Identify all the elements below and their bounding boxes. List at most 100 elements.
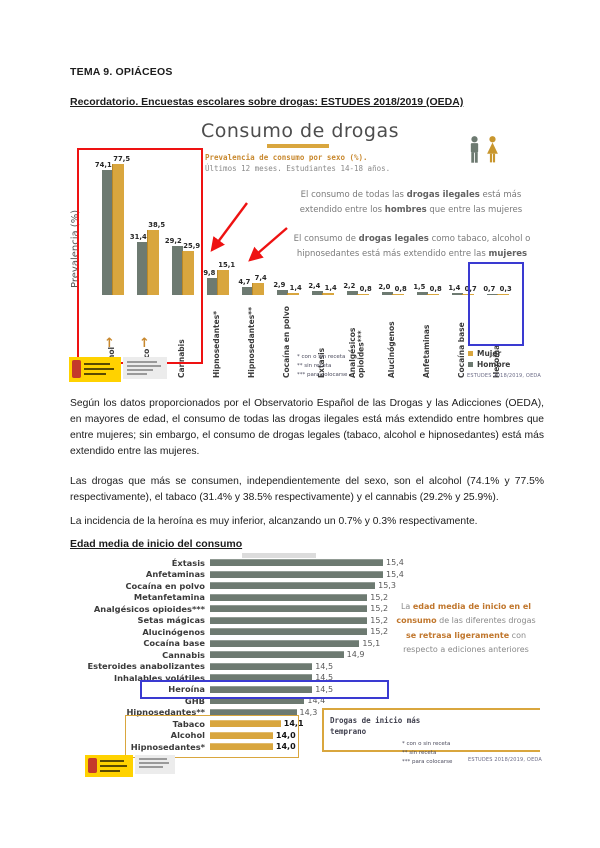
- bar-group-tabaco: 31,4 38,5: [130, 160, 165, 295]
- row-setas-magicas: Setas mágicas 15,2: [70, 615, 410, 627]
- bar-value-analgesicos-opioides-mujer: 0,8: [359, 284, 372, 293]
- annotation-drogas-legales: El consumo de drogas legales como tabaco…: [293, 234, 531, 259]
- bar-value-tabaco-hombre: 31,4: [129, 233, 147, 242]
- row-value-analgesicos-opioides: 15,2: [370, 604, 389, 614]
- bar-hipnosedantes-hombre: 4,7: [238, 278, 253, 295]
- bar-anfetaminas-mujer: 0,8: [426, 285, 442, 295]
- legend-item-hombre: Hombre: [468, 360, 510, 369]
- category-label-alucinogenos: Alucinógenos: [387, 321, 397, 378]
- up-arrow-alcohol: ↑: [104, 336, 115, 351]
- row-label-extasis: Éxtasis: [171, 557, 205, 568]
- bar-setas-magicas: [210, 616, 368, 624]
- row-value-alucinogenos: 15,2: [370, 627, 389, 637]
- row-label-hipnosedantes: Hipnosedantes*: [130, 741, 205, 752]
- row-value-alcohol: 14,0: [275, 730, 296, 740]
- row-label-metanfetamina: Metanfetamina: [133, 592, 205, 603]
- row-analgesicos-opioides: Analgésicos opioides*** 15,2: [70, 603, 410, 615]
- row-value-esteroides-anabolizantes: 14,5: [315, 661, 334, 671]
- bar-group-cocaina-en-polvo: 2,9 1,4: [270, 160, 305, 295]
- bar-alcohol: [210, 731, 273, 739]
- bar-value-cocaina-en-polvo-hombre: 2,9: [273, 281, 286, 290]
- legend-swatch-mujer: [468, 351, 473, 356]
- female-icon: [487, 136, 498, 163]
- row-label-setas-magicas: Setas mágicas: [137, 615, 205, 626]
- row-heroina: Heroína 14,5: [70, 684, 410, 696]
- bar-group-alcohol: 74,1 77,5: [94, 155, 130, 295]
- coat-of-arms-icon: [88, 758, 97, 773]
- bar-value-cannabis-mujer: 25,9: [183, 242, 201, 251]
- row-label-hipnosedantes: Hipnosedantes**: [126, 707, 205, 718]
- row-value-tabaco: 14,1: [283, 719, 304, 729]
- row-cocaina-base: Cocaína base 15,1: [70, 638, 410, 650]
- bar-group-hipnosedantes: 9,8 15,1: [200, 160, 235, 295]
- footnote-line: *** para colocarse: [402, 758, 453, 765]
- bar-alcohol-mujer: 77,5: [111, 155, 130, 295]
- row-value-ghb: 14,4: [307, 696, 326, 706]
- bar-hipnosedantes-mujer: 15,1: [216, 261, 235, 295]
- row-label-esteroides-anabolizantes: Esteroides anabolizantes: [87, 661, 205, 672]
- bar-group-analgesicos-opioides: 2,2 0,8: [340, 160, 375, 295]
- bar-tabaco-mujer: 38,5: [146, 221, 165, 295]
- coat-of-arms-icon: [72, 360, 81, 378]
- footnote-line: * con o sin receta: [402, 741, 451, 747]
- paragraph-heroina-incidence: La incidencia de la heroína es muy infer…: [70, 516, 478, 527]
- bar-value-anfetaminas-mujer: 0,8: [429, 284, 442, 293]
- bar-value-alcohol-mujer: 77,5: [113, 155, 131, 164]
- bar-extasis-hombre: 2,4: [308, 282, 323, 295]
- gobierno-de-espana-logo: [85, 755, 175, 777]
- bar-hipnosedantes: [210, 708, 297, 716]
- row-label-inhalables-volatiles: Inhalables volátiles: [114, 672, 205, 683]
- footnote-line: ** sin receta: [297, 362, 332, 369]
- row-label-cocaina-en-polvo: Cocaína en polvo: [125, 580, 205, 591]
- blue-highlight-box-heroina: [468, 262, 524, 346]
- bar-alucinogenos: [210, 628, 368, 636]
- legend-swatch-hombre: [468, 362, 473, 367]
- row-label-ghb: GHB: [184, 695, 205, 706]
- category-label-anfetaminas: Anfetaminas: [422, 324, 432, 378]
- male-icon: [470, 136, 479, 163]
- bar-cocaina-en-polvo-hombre: 2,9: [273, 281, 288, 295]
- title-underline-bar: [267, 144, 329, 148]
- row-value-heroina: 14,5: [315, 684, 334, 694]
- bar-hipnosedantes-mujer: 7,4: [251, 274, 267, 295]
- bar-heroina-hombre: 0,7: [483, 285, 498, 295]
- chart1-subtitle: Últimos 12 meses. Estudiantes 14-18 años…: [205, 164, 391, 173]
- bar-hipnosedantes-hombre: 9,8: [203, 269, 218, 295]
- bar-esteroides-anabolizantes: [210, 662, 313, 670]
- bar-anfetaminas-hombre: 1,5: [413, 283, 428, 295]
- legend-label-hombre: Hombre: [477, 360, 511, 369]
- chart2-footnotes: * con o sin receta ** sin receta *** par…: [402, 740, 452, 766]
- ministry-logo-text-box: [135, 755, 175, 774]
- row-label-heroina: Heroína: [168, 684, 205, 695]
- row-alucinogenos: Alucinógenos 15,2: [70, 626, 410, 638]
- bar-cocaina-base-hombre: 1,4: [448, 284, 463, 295]
- bar-value-tabaco-mujer: 38,5: [148, 221, 166, 230]
- heading-edad-media: Edad media de inicio del consumo: [70, 538, 243, 550]
- row-value-cocaina-base: 15,1: [362, 638, 381, 648]
- bar-value-heroina-hombre: 0,7: [483, 284, 496, 293]
- row-value-inhalables-volatiles: 14,5: [315, 673, 334, 683]
- ministry-logo-yellow: [85, 755, 133, 777]
- bar-group-cannabis: 29,2 25,9: [165, 160, 200, 295]
- bar-value-alcohol-hombre: 74,1: [94, 160, 112, 169]
- bar-metanfetamina: [210, 593, 368, 601]
- row-metanfetamina: Metanfetamina 15,2: [70, 592, 410, 604]
- legend-item-mujer: Mujer: [468, 349, 510, 358]
- bar-analgesicos-opioides: [210, 605, 368, 613]
- bar-cocaina-en-polvo-mujer: 1,4: [286, 284, 302, 295]
- row-value-hipnosedantes: 14,3: [299, 707, 318, 717]
- row-extasis: Éxtasis 15,4: [70, 557, 410, 569]
- bar-extasis: [210, 559, 383, 567]
- bar-value-alucinogenos-hombre: 2,0: [378, 282, 391, 291]
- bar-group-heroina: 0,7 0,3: [480, 160, 515, 295]
- bar-cannabis-hombre: 29,2: [165, 237, 183, 295]
- chart1-source: ESTUDES 2018/2019, OEDA: [467, 373, 542, 379]
- row-label-alucinogenos: Alucinógenos: [142, 626, 205, 637]
- category-label-hipnosedantes: Hipnosedantes*: [212, 310, 222, 378]
- bar-cocaina-base-mujer: 0,7: [461, 285, 477, 295]
- chart-consumo-de-drogas: Consumo de drogas Prevalencia de consumo…: [0, 116, 600, 396]
- ministry-logo-text-box: [123, 357, 167, 379]
- row-hipnosedantes: Hipnosedantes* 14,0: [70, 741, 410, 753]
- row-anfetaminas: Anfetaminas 15,4: [70, 569, 410, 581]
